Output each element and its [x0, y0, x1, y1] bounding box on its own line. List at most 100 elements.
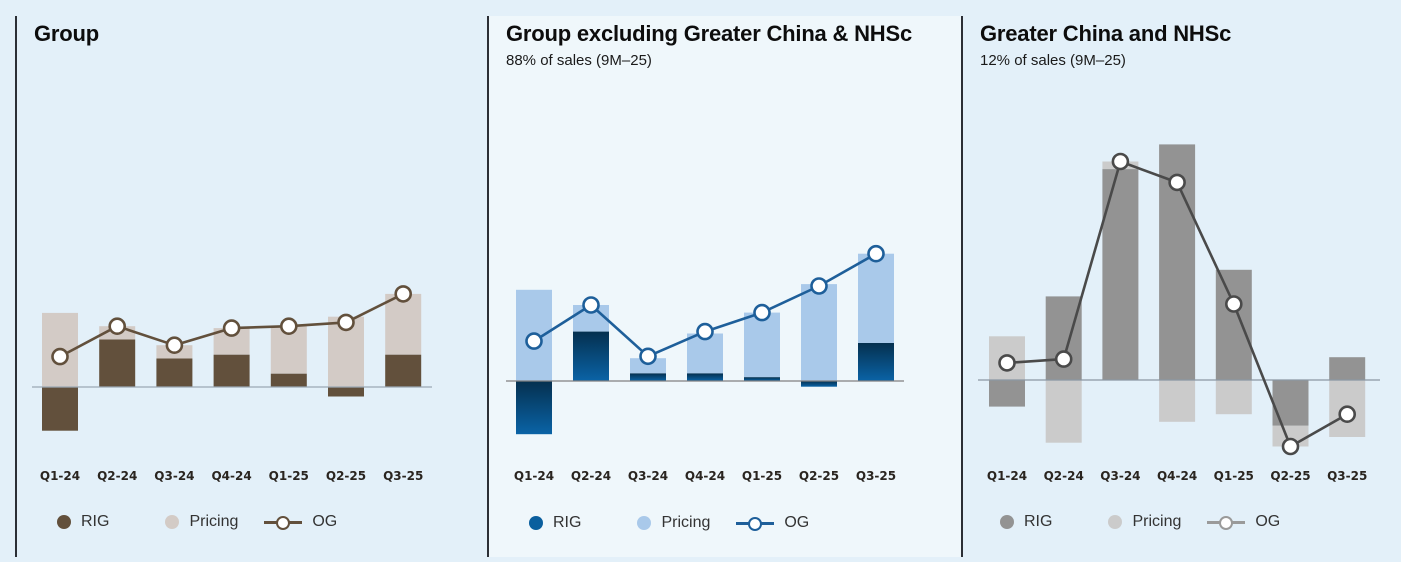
legend-label-pricing: Pricing: [1132, 513, 1182, 530]
rig-swatch-icon: [1000, 515, 1014, 529]
bar-pricing: [630, 358, 666, 374]
og-point-marker: [810, 277, 828, 295]
og-point-marker: [51, 347, 69, 366]
og-point-marker: [1225, 295, 1243, 313]
x-axis-label: Q2-25: [326, 469, 366, 483]
og-line-marker-icon: [1207, 515, 1246, 530]
bar-pricing: [858, 253, 894, 343]
legend-item-rig: RIG: [529, 514, 581, 532]
bar-rig: [156, 358, 193, 387]
bar-rig: [213, 354, 250, 387]
legend-label-rig: RIG: [1024, 513, 1053, 530]
og-point-marker: [582, 296, 600, 314]
panel-subtitle-group-ex-gc: 88% of sales (9M–25): [506, 52, 652, 69]
bar-pricing: [1045, 380, 1082, 443]
legend-group-ex-gc: RIG Pricing OG: [529, 514, 835, 532]
og-point-marker: [165, 336, 184, 355]
x-axis-label: Q1-24: [514, 469, 554, 483]
bar-pricing: [744, 312, 780, 378]
x-axis-label: Q3-25: [383, 469, 423, 483]
og-point-marker: [696, 322, 714, 341]
bar-rig: [858, 343, 894, 381]
bar-pricing: [385, 293, 422, 355]
legend-item-pricing: Pricing: [165, 513, 238, 531]
og-point-marker: [337, 313, 355, 332]
bar-rig: [1329, 357, 1366, 380]
x-axis-label: Q1-25: [1214, 469, 1254, 483]
legend-item-og: OG: [736, 514, 809, 532]
x-axis-label: Q2-25: [1270, 469, 1310, 483]
bar-rig: [1272, 380, 1309, 426]
og-point-marker: [1168, 173, 1186, 192]
bar-rig: [573, 331, 609, 381]
x-axis-label: Q3-25: [856, 469, 896, 483]
og-point-marker: [394, 285, 413, 303]
og-line-marker-icon: [736, 516, 775, 531]
x-axis-label: Q1-24: [40, 469, 80, 483]
legend-label-pricing: Pricing: [189, 513, 239, 530]
x-axis-label: Q4-24: [685, 469, 725, 483]
bar-rig: [630, 373, 666, 381]
bar-rig: [328, 387, 364, 397]
panel-divider-right: [961, 16, 963, 557]
x-axis-label: Q1-24: [987, 469, 1027, 483]
og-point-marker: [1111, 152, 1130, 171]
bar-pricing: [801, 284, 837, 381]
og-point-marker: [222, 319, 241, 337]
og-point-marker: [1054, 350, 1073, 368]
og-point-marker: [753, 303, 771, 322]
legend-label-pricing: Pricing: [661, 514, 711, 531]
bar-rig: [687, 373, 723, 381]
pricing-swatch-icon: [1108, 515, 1123, 529]
bar-pricing: [1159, 380, 1196, 422]
legend-label-rig: RIG: [553, 514, 582, 531]
bar-rig: [42, 387, 78, 431]
og-line-marker-icon: [264, 515, 303, 530]
legend-item-rig: RIG: [1000, 513, 1052, 531]
x-axis-label: Q1-25: [742, 469, 782, 483]
panel-divider-left: [15, 16, 17, 557]
legend-gc-nhsc: RIG Pricing OG: [1000, 513, 1306, 531]
panel-title-group-ex-gc: Group excluding Greater China & NHSc: [506, 21, 912, 46]
bar-rig: [516, 381, 552, 435]
x-axis-label: Q4-24: [1157, 469, 1197, 483]
og-point-marker: [639, 347, 657, 366]
bar-rig: [801, 381, 837, 387]
x-axis-label: Q2-25: [799, 469, 839, 483]
legend-group: RIG Pricing OG: [57, 513, 363, 531]
bar-pricing: [1215, 380, 1252, 415]
legend-label-og: OG: [312, 513, 338, 530]
pricing-swatch-icon: [165, 515, 180, 529]
x-axis-label: Q3-24: [154, 469, 194, 483]
legend-label-og: OG: [784, 514, 810, 531]
panel-title-group: Group: [34, 21, 99, 46]
og-point-marker: [1338, 405, 1356, 424]
bar-rig: [385, 354, 422, 387]
og-point-marker: [998, 354, 1016, 372]
panel-title-gc-nhsc: Greater China and NHSc: [980, 21, 1232, 46]
pricing-swatch-icon: [637, 516, 652, 530]
bar-rig: [99, 339, 136, 387]
legend-item-pricing: Pricing: [1108, 513, 1181, 531]
x-axis-label: Q2-24: [97, 469, 137, 483]
chart-gc-nhsc: Q1-24 Q2-24 Q3-24 Q4-24 Q1-25 Q2-25 Q3-25: [978, 144, 1380, 483]
bar-rig: [744, 377, 780, 381]
chart-group: Q1-24 Q2-24 Q3-24 Q4-24 Q1-25 Q2-25 Q3-25: [32, 285, 432, 483]
chart-group-ex-gc: Q1-24 Q2-24 Q3-24 Q4-24 Q1-25 Q2-25 Q3-25: [506, 244, 904, 483]
bar-rig: [270, 373, 307, 387]
x-axis-label: Q3-24: [1100, 469, 1140, 483]
x-axis-label: Q1-25: [269, 469, 309, 483]
legend-label-og: OG: [1255, 513, 1281, 530]
rig-swatch-icon: [57, 515, 71, 529]
legend-item-pricing: Pricing: [637, 514, 710, 532]
legend-item-og: OG: [1207, 513, 1280, 531]
x-axis-label: Q3-24: [628, 469, 668, 483]
legend-item-og: OG: [264, 513, 337, 531]
legend-item-rig: RIG: [57, 513, 109, 531]
bar-rig: [1215, 269, 1252, 380]
og-point-marker: [525, 332, 543, 350]
x-axis-label: Q2-24: [1044, 469, 1084, 483]
og-point-marker: [867, 244, 885, 263]
rig-swatch-icon: [529, 516, 543, 530]
